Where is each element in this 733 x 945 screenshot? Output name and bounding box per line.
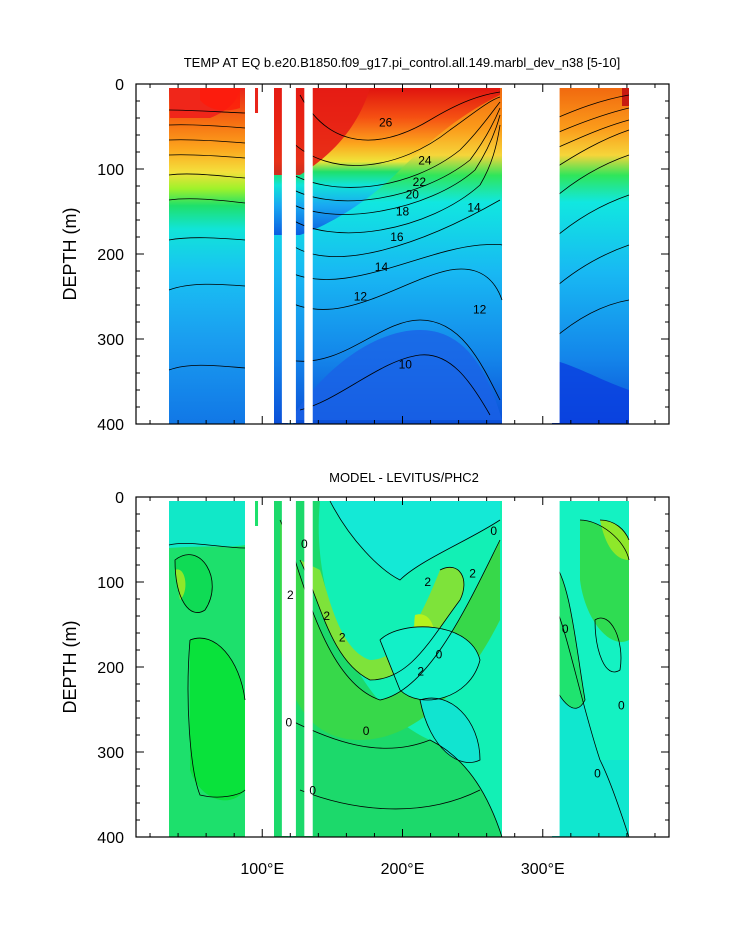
contour-label: 0 xyxy=(363,724,370,738)
masked-band xyxy=(304,85,313,423)
masked-band xyxy=(281,85,296,423)
contour-label: 26 xyxy=(379,115,393,129)
contour-label: 12 xyxy=(473,302,487,316)
contour-label: 12 xyxy=(354,290,368,304)
contour-label: 0 xyxy=(618,698,625,712)
bottom-axis-ticks xyxy=(136,496,669,838)
x-tick-label: 100°E xyxy=(240,861,284,878)
contour-label: 2 xyxy=(469,567,476,581)
bottom-y-axis-label: DEPTH (m) xyxy=(60,621,80,714)
masked-band xyxy=(514,498,560,836)
contour-label: 0 xyxy=(301,537,308,551)
bottom-panel-title: MODEL - LEVITUS/PHC2 xyxy=(329,470,479,485)
top-west-basin-fill xyxy=(169,88,245,424)
contour-label: 24 xyxy=(418,154,432,168)
contour-label: 0 xyxy=(562,622,569,636)
y-tick-label: 400 xyxy=(97,830,124,847)
contour-label: 0 xyxy=(286,715,293,729)
contour-label: 0 xyxy=(594,766,601,780)
top-y-tick-labels: 0 100 200 300 400 xyxy=(97,77,124,434)
contour-label: 2 xyxy=(287,588,294,602)
y-tick-label: 300 xyxy=(97,745,124,762)
y-tick-label: 300 xyxy=(97,332,124,349)
y-tick-label: 100 xyxy=(97,575,124,592)
y-tick-label: 400 xyxy=(97,417,124,434)
x-tick-label: 200°E xyxy=(381,861,425,878)
contour-label: 0 xyxy=(490,524,497,538)
top-axis-ticks xyxy=(136,83,669,425)
contour-label: 2 xyxy=(424,575,431,589)
contour-label: 2 xyxy=(417,664,424,678)
y-tick-label: 200 xyxy=(97,660,124,677)
masked-band xyxy=(281,498,296,836)
bottom-x-tick-labels: 100°E 200°E 300°E xyxy=(240,861,564,878)
top-contour-lines xyxy=(168,91,630,416)
y-tick-label: 200 xyxy=(97,247,124,264)
bottom-y-tick-labels: 0 100 200 300 400 xyxy=(97,490,124,847)
contour-label: 22 xyxy=(413,175,427,189)
x-tick-label: 300°E xyxy=(521,861,565,878)
contour-label: 14 xyxy=(467,200,481,214)
y-tick-label: 0 xyxy=(115,490,124,507)
masked-regions xyxy=(258,498,669,836)
top-y-axis-label: DEPTH (m) xyxy=(60,208,80,301)
bottom-contour-lines xyxy=(168,500,630,837)
contour-label: 16 xyxy=(390,230,404,244)
contour-label: 0 xyxy=(309,783,316,797)
masked-band xyxy=(258,498,274,836)
contour-label: 18 xyxy=(396,205,410,219)
masked-band xyxy=(304,498,313,836)
contour-label: 2 xyxy=(323,609,330,623)
y-tick-label: 0 xyxy=(115,77,124,94)
y-tick-label: 100 xyxy=(97,162,124,179)
contour-label: 20 xyxy=(406,188,420,202)
contour-label: 14 xyxy=(375,260,389,274)
top-panel-title: TEMP AT EQ b.e20.B1850.f09_g17.pi_contro… xyxy=(184,55,621,70)
masked-band xyxy=(258,85,274,423)
contour-label: 0 xyxy=(436,647,443,661)
contour-label: 2 xyxy=(339,630,346,644)
contour-label: 10 xyxy=(399,358,413,372)
masked-band xyxy=(514,85,560,423)
